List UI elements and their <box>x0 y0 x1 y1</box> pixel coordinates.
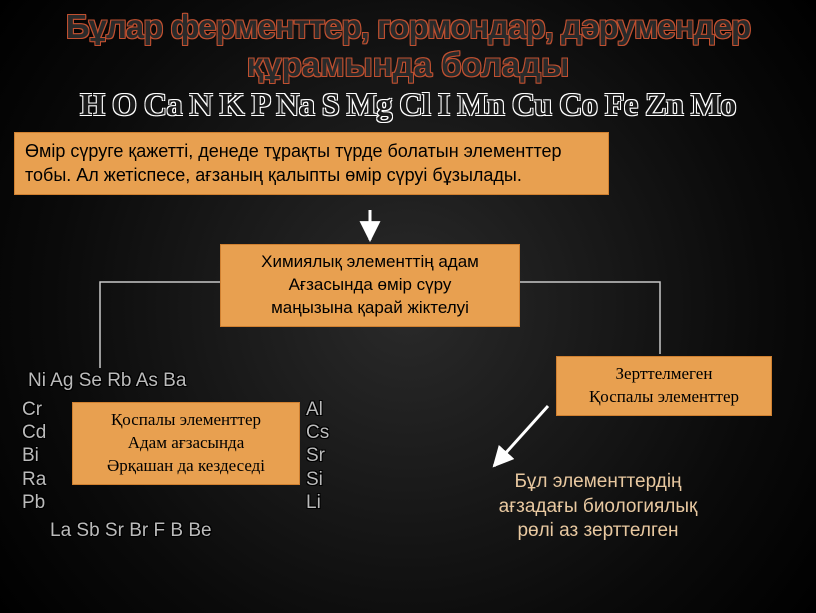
note-l1: Бұл элементтердің <box>428 470 768 495</box>
always-present-l2: Адам ағзасында <box>83 432 289 455</box>
el-al: Al <box>306 398 329 421</box>
el-li: Li <box>306 491 329 514</box>
main-description-text: Өмір сүруге қажетті, денеде тұрақты түрд… <box>25 141 562 185</box>
el-ra: Ra <box>22 468 46 491</box>
el-cs: Cs <box>306 421 329 444</box>
unstudied-l1: Зерттелмеген <box>567 363 761 386</box>
title-line-2: құрамында болады <box>0 46 816 84</box>
element-column-right: Al Cs Sr Si Li <box>306 398 329 514</box>
el-pb: Pb <box>22 491 46 514</box>
classification-line-2: Ағзасында өмір сүру <box>231 274 509 297</box>
note-l2: ағзадағы биологиялық <box>428 495 768 520</box>
unstudied-l2: Қоспалы элементтер <box>567 386 761 409</box>
el-cd: Cd <box>22 421 46 444</box>
title-line-1: Бұлар ферменттер, гормондар, дәрумендер <box>0 8 816 46</box>
always-present-l3: Әрқашан да кездеседі <box>83 455 289 478</box>
element-group-top: Ni Ag Se Rb As Ba <box>28 370 186 392</box>
always-present-l1: Қоспалы элементтер <box>83 409 289 432</box>
el-bi: Bi <box>22 444 46 467</box>
element-column-left: Cr Cd Bi Ra Pb <box>22 398 46 514</box>
main-description-box: Өмір сүруге қажетті, денеде тұрақты түрд… <box>14 132 609 195</box>
always-present-box: Қоспалы элементтер Адам ағзасында Әрқаша… <box>72 402 300 485</box>
classification-line-3: маңызына қарай жіктелуі <box>231 297 509 320</box>
unstudied-box: Зерттелмеген Қоспалы элементтер <box>556 356 772 416</box>
el-si: Si <box>306 468 329 491</box>
element-group-bottom: La Sb Sr Br F B Be <box>50 520 212 542</box>
el-cr: Cr <box>22 398 46 421</box>
note-text: Бұл элементтердің ағзадағы биологиялық р… <box>428 470 768 544</box>
classification-box: Химиялық элементтің адам Ағзасында өмір … <box>220 244 520 327</box>
elements-row: H O Ca N K P Na S Mg Cl I Mn Cu Co Fe Zn… <box>0 86 816 123</box>
note-l3: рөлі аз зерттелген <box>428 519 768 544</box>
classification-line-1: Химиялық элементтің адам <box>231 251 509 274</box>
el-sr: Sr <box>306 444 329 467</box>
